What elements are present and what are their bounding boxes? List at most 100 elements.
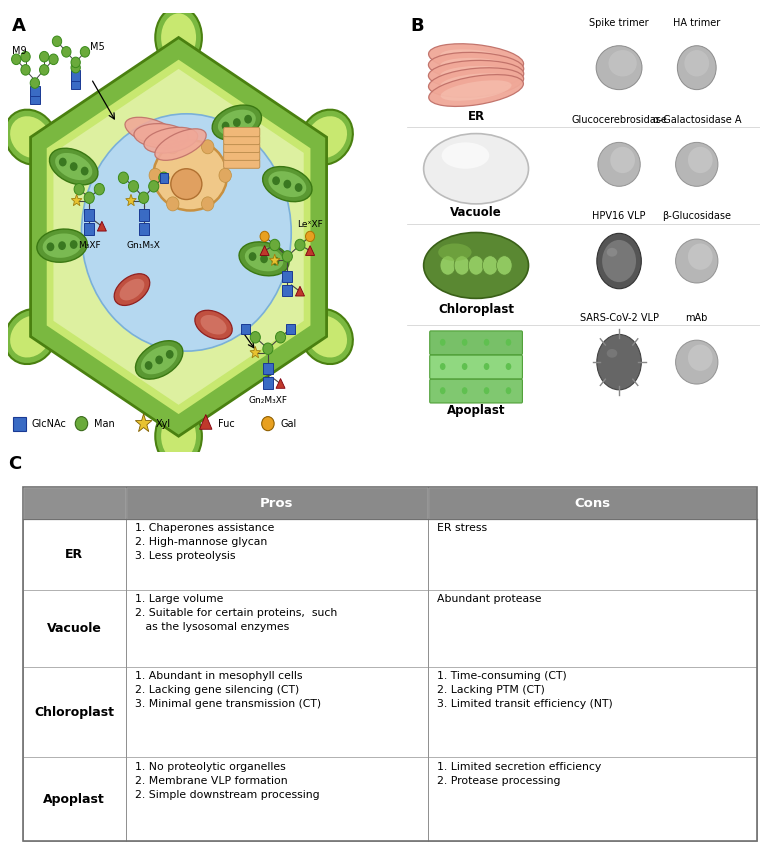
Circle shape [201, 197, 214, 211]
Text: Gn₁M₅X: Gn₁M₅X [127, 240, 161, 250]
Bar [126, 487, 428, 519]
Ellipse shape [120, 278, 144, 301]
Bar [428, 590, 756, 667]
FancyBboxPatch shape [430, 331, 522, 355]
Circle shape [272, 256, 280, 266]
Bar [428, 757, 756, 841]
Circle shape [166, 350, 174, 359]
Bar [428, 667, 756, 757]
Polygon shape [283, 271, 293, 282]
Bar [428, 519, 756, 590]
Text: Pros: Pros [260, 497, 293, 509]
Circle shape [283, 180, 291, 188]
Polygon shape [200, 414, 212, 430]
Bar [23, 487, 126, 519]
Circle shape [128, 181, 138, 192]
Ellipse shape [429, 75, 524, 106]
Circle shape [94, 183, 104, 195]
Ellipse shape [441, 81, 511, 101]
Ellipse shape [134, 124, 188, 148]
Circle shape [462, 363, 468, 370]
Circle shape [84, 192, 94, 204]
Ellipse shape [676, 239, 718, 283]
Polygon shape [263, 363, 273, 374]
FancyBboxPatch shape [223, 143, 260, 153]
Bar [428, 487, 756, 519]
FancyBboxPatch shape [223, 151, 260, 160]
Ellipse shape [155, 129, 206, 160]
Text: Cons: Cons [574, 497, 610, 509]
Circle shape [219, 168, 231, 183]
Polygon shape [30, 86, 39, 96]
Ellipse shape [441, 49, 511, 69]
Ellipse shape [218, 110, 256, 136]
Circle shape [283, 250, 293, 262]
Text: Spike trimer: Spike trimer [589, 18, 649, 28]
Circle shape [482, 256, 498, 275]
Text: mAb: mAb [686, 312, 708, 323]
Ellipse shape [598, 143, 641, 186]
Ellipse shape [5, 110, 57, 165]
Ellipse shape [429, 44, 524, 74]
Circle shape [71, 62, 81, 73]
Polygon shape [160, 173, 168, 183]
Circle shape [249, 252, 257, 261]
Ellipse shape [155, 7, 202, 68]
Circle shape [602, 240, 636, 282]
Circle shape [70, 162, 78, 171]
Ellipse shape [688, 345, 713, 371]
FancyBboxPatch shape [223, 127, 260, 137]
Circle shape [118, 172, 128, 183]
Ellipse shape [195, 310, 232, 340]
Ellipse shape [429, 53, 524, 82]
Circle shape [272, 177, 280, 185]
Polygon shape [270, 254, 280, 266]
Circle shape [440, 387, 445, 394]
Circle shape [250, 332, 260, 343]
Text: α-Galactosidase A: α-Galactosidase A [653, 115, 741, 125]
FancyBboxPatch shape [223, 135, 260, 144]
Circle shape [159, 172, 169, 183]
Bar [126, 519, 428, 590]
Circle shape [61, 47, 71, 57]
Ellipse shape [429, 60, 524, 89]
Circle shape [58, 241, 66, 250]
Bar [126, 757, 428, 841]
Ellipse shape [439, 244, 472, 261]
Circle shape [270, 239, 280, 250]
Ellipse shape [688, 244, 713, 270]
Text: Glucocerebrosidase: Glucocerebrosidase [571, 115, 667, 125]
Circle shape [74, 183, 84, 195]
Text: Fuc: Fuc [218, 419, 235, 429]
Polygon shape [263, 377, 273, 389]
Polygon shape [276, 379, 285, 388]
Ellipse shape [440, 58, 511, 76]
Bar [126, 590, 428, 667]
FancyBboxPatch shape [223, 159, 260, 168]
Circle shape [52, 36, 61, 47]
Ellipse shape [684, 50, 709, 76]
Ellipse shape [212, 105, 262, 140]
Circle shape [39, 65, 49, 76]
Ellipse shape [442, 143, 489, 169]
Bar [126, 667, 428, 757]
Ellipse shape [10, 316, 51, 357]
Circle shape [39, 52, 49, 62]
Circle shape [167, 197, 179, 211]
Polygon shape [30, 93, 39, 104]
Circle shape [149, 181, 159, 192]
Text: Chloroplast: Chloroplast [35, 706, 114, 718]
Text: 1. Abundant in mesophyll cells
2. Lacking gene silencing (CT)
3. Minimal gene tr: 1. Abundant in mesophyll cells 2. Lackin… [135, 672, 321, 710]
Polygon shape [47, 59, 310, 414]
Ellipse shape [424, 233, 528, 298]
Ellipse shape [154, 140, 227, 211]
Ellipse shape [114, 273, 150, 306]
Text: Man: Man [94, 419, 114, 429]
Circle shape [144, 361, 153, 370]
Ellipse shape [306, 116, 347, 158]
Circle shape [201, 140, 214, 154]
Circle shape [440, 339, 445, 346]
Circle shape [244, 115, 252, 124]
Circle shape [505, 363, 511, 370]
Circle shape [260, 255, 268, 263]
